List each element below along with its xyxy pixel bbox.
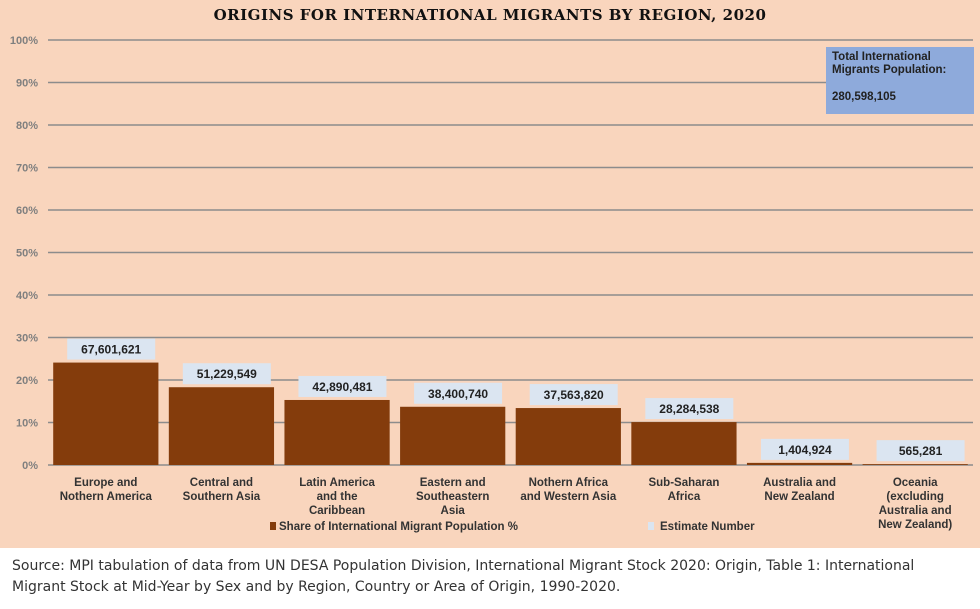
data-label: 67,601,621 [81, 343, 141, 357]
x-tick-label: Australia and [879, 505, 952, 517]
y-tick-label: 50% [16, 248, 38, 260]
data-label-box [67, 338, 156, 360]
data-label: 38,400,740 [428, 387, 488, 401]
data-label-box [760, 438, 849, 460]
data-label-box [645, 398, 734, 420]
x-tick-label: New Zealand [764, 491, 834, 503]
total-label: Total International Migrants Population: [832, 51, 947, 76]
x-tick-label: Caribbean [309, 505, 365, 517]
y-tick-label: 30% [16, 333, 38, 345]
bar-chart: 0% 10% 20% 30% 40% 50% 60% 70% 80% 90% 100% 67,601,… [10, 35, 973, 533]
source-note: Source: MPI tabulation of data from UN D… [12, 558, 915, 595]
data-label-box [876, 440, 965, 462]
data-label-box [182, 363, 271, 385]
chart-area: 0% 10% 20% 30% 40% 50% 60% 70% 80% 90% 100% 67,601,… [0, 0, 980, 548]
legend-swatch-share [270, 522, 276, 530]
data-label: 565,281 [899, 444, 943, 458]
data-label-box [298, 375, 387, 397]
y-tick-label: 60% [16, 205, 38, 217]
legend-label-share: Share of International Migrant Populatio… [279, 521, 518, 533]
y-tick-label: 40% [16, 290, 38, 302]
x-tick-label: Southeastern [416, 491, 490, 503]
x-tick-label: (excluding [886, 491, 944, 503]
y-tick-label: 90% [16, 78, 38, 90]
data-label: 28,284,538 [659, 402, 719, 416]
legend-swatch-estimate [648, 522, 654, 530]
x-tick-label: Africa [668, 491, 701, 503]
y-tick-label: 10% [16, 418, 38, 430]
bar [168, 387, 275, 465]
x-tick-label: Australia and [763, 477, 836, 489]
y-tick-label: 100% [10, 35, 38, 47]
x-tick-label: Asia [441, 505, 466, 517]
y-tick-label: 20% [16, 375, 38, 387]
x-tick-label: New Zealand) [878, 519, 952, 531]
x-tick-label: Central and [190, 477, 253, 489]
x-tick-label: Europe and [74, 477, 137, 489]
bar [746, 462, 853, 465]
y-tick-label: 0% [22, 460, 38, 472]
data-label: 51,229,549 [197, 367, 257, 381]
x-tick-label: Eastern and [420, 477, 486, 489]
y-tick-label: 70% [16, 163, 38, 175]
bar [631, 422, 737, 465]
chart-title: ORIGINS FOR INTERNATIONAL MIGRANTS BY RE… [213, 6, 767, 24]
x-tick-label: and Western Asia [520, 491, 616, 503]
bar [53, 362, 159, 465]
x-tick-label: Nothern Africa [529, 477, 609, 489]
x-tick-label: Southern Asia [183, 491, 261, 503]
x-tick-label: Nothern America [60, 491, 153, 503]
bar [400, 406, 506, 465]
data-label: 37,563,820 [544, 388, 604, 402]
bar [284, 399, 390, 465]
data-label-box [414, 382, 503, 404]
x-tick-label: Sub-Saharan [648, 477, 719, 489]
x-tick-label: and the [317, 491, 358, 503]
legend-label-estimate: Estimate Number [660, 521, 755, 533]
x-tick-label: Latin America [299, 477, 375, 489]
data-label-box [529, 384, 618, 406]
bar [515, 408, 621, 465]
total-value: 280,598,105 [832, 91, 896, 103]
bar [862, 464, 968, 465]
data-label: 1,404,924 [778, 443, 832, 457]
total-annotation: Total International Migrants Population:… [826, 47, 974, 114]
x-tick-label: Oceania [893, 477, 938, 489]
y-tick-label: 80% [16, 120, 38, 132]
data-label: 42,890,481 [312, 380, 372, 394]
